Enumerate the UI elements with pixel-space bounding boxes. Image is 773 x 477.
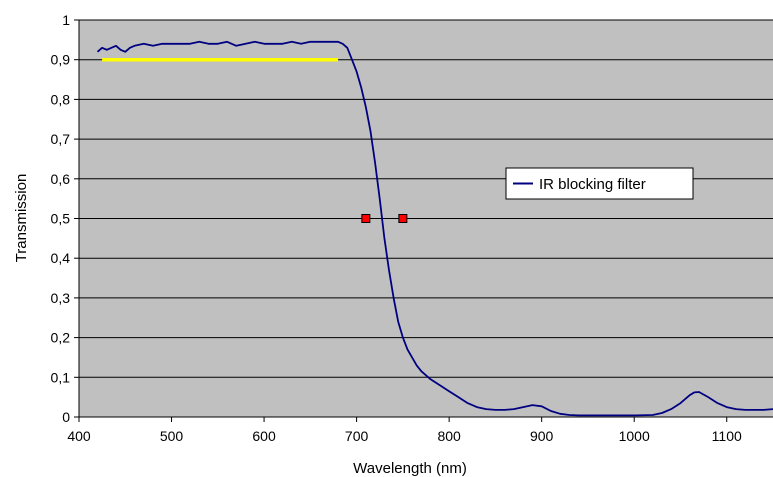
legend-label: IR blocking filter: [539, 176, 646, 193]
y-tick-label: 0,1: [51, 369, 71, 385]
x-tick-label: 400: [67, 428, 91, 444]
x-tick-label: 600: [252, 428, 276, 444]
y-tick-label: 0,6: [51, 171, 71, 187]
y-tick-label: 0,7: [51, 131, 71, 147]
marker-point: [398, 214, 408, 223]
y-tick-label: 1: [62, 12, 70, 28]
legend: IR blocking filter: [505, 167, 694, 200]
y-tick-label: 0: [62, 409, 70, 425]
tick-labels: 0 0,1 0,2 0,3 0,4 0,5 0,6 0,7 0,8 0,9 1 400 500 600 70…: [51, 12, 742, 444]
marker-point: [361, 214, 371, 223]
y-tick-label: 0,9: [51, 52, 71, 68]
marker-layer: [361, 214, 408, 223]
x-tick-label: 1100: [712, 428, 742, 444]
y-tick-label: 0,8: [51, 91, 71, 107]
x-tick-label: 800: [437, 428, 461, 444]
axes: [74, 19, 773, 422]
series-line-ir-blocking-filter: [96, 40, 773, 417]
y-tick-label: 0,3: [51, 290, 71, 306]
x-tick-label: 700: [345, 428, 369, 444]
y-tick-label: 0,4: [51, 250, 71, 266]
series-layer: [96, 40, 773, 417]
x-tick-label: 500: [160, 428, 184, 444]
x-axis-title: Wavelength (nm): [353, 460, 467, 477]
y-axis-title: Transmission: [13, 174, 30, 263]
legend-box: [505, 167, 694, 200]
x-tick-label: 1000: [619, 428, 650, 444]
x-tick-label: 900: [530, 428, 554, 444]
y-tick-label: 0,5: [51, 211, 71, 227]
y-tick-label: 0,2: [51, 330, 71, 346]
